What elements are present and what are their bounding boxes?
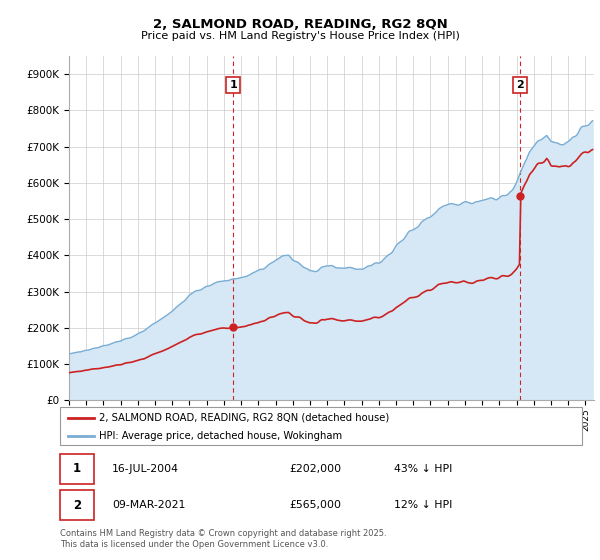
FancyBboxPatch shape (60, 407, 582, 445)
Text: 16-JUL-2004: 16-JUL-2004 (112, 464, 179, 474)
Text: Price paid vs. HM Land Registry's House Price Index (HPI): Price paid vs. HM Land Registry's House … (140, 31, 460, 41)
Text: HPI: Average price, detached house, Wokingham: HPI: Average price, detached house, Woki… (99, 431, 342, 441)
Text: £202,000: £202,000 (290, 464, 342, 474)
Text: 1: 1 (73, 462, 81, 475)
Text: 12% ↓ HPI: 12% ↓ HPI (394, 500, 452, 510)
Text: 2, SALMOND ROAD, READING, RG2 8QN (detached house): 2, SALMOND ROAD, READING, RG2 8QN (detac… (99, 413, 389, 423)
Text: Contains HM Land Registry data © Crown copyright and database right 2025.
This d: Contains HM Land Registry data © Crown c… (60, 529, 386, 549)
Text: 09-MAR-2021: 09-MAR-2021 (112, 500, 185, 510)
FancyBboxPatch shape (60, 454, 94, 484)
Text: 2: 2 (516, 80, 524, 90)
FancyBboxPatch shape (60, 490, 94, 520)
Text: 2, SALMOND ROAD, READING, RG2 8QN: 2, SALMOND ROAD, READING, RG2 8QN (152, 18, 448, 31)
Text: £565,000: £565,000 (290, 500, 341, 510)
Text: 43% ↓ HPI: 43% ↓ HPI (394, 464, 452, 474)
Text: 1: 1 (229, 80, 237, 90)
Text: 2: 2 (73, 498, 81, 512)
